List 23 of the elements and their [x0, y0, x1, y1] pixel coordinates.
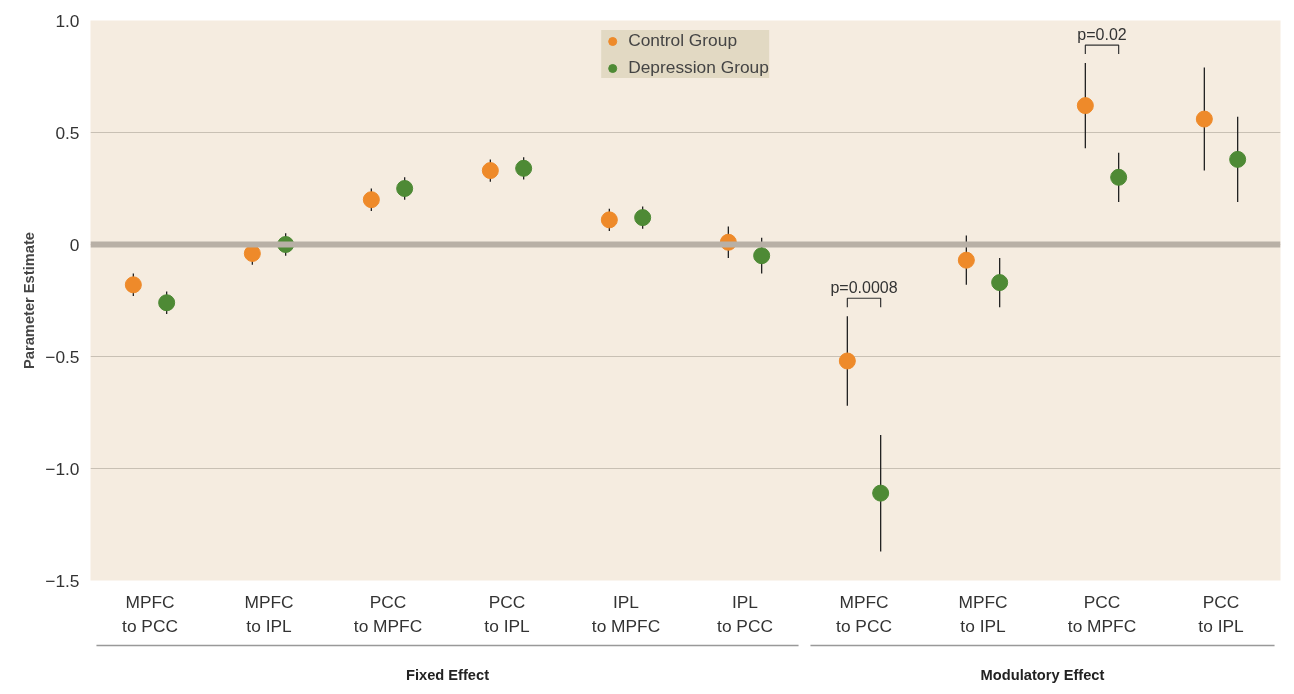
- y-tick-label: 1.0: [55, 10, 80, 31]
- x-tick-label: PCC to MPFC: [1067, 591, 1137, 636]
- x-tick-label: MPFC to PCC: [122, 591, 178, 636]
- text: Modulatory Effect: [980, 667, 1105, 683]
- annotation: p=0.0008: [830, 279, 898, 297]
- x-tick-label: IPL to PCC: [717, 591, 773, 636]
- x-tick-label: PCC to MPFC: [353, 591, 423, 636]
- x-tick-label: MPFC to IPL: [244, 591, 294, 636]
- text: Fixed Effect: [405, 667, 490, 683]
- y-tick-label: −1.5: [45, 570, 80, 591]
- annotation: p=0.02: [1077, 25, 1127, 43]
- legend-label: Depression Group: [628, 57, 769, 78]
- x-tick-label: MPFC to PCC: [836, 591, 892, 636]
- x-tick-label: MPFC to IPL: [958, 591, 1008, 636]
- y-axis-title: Parameter Estimate: [21, 232, 38, 369]
- y-tick-label: 0: [69, 234, 80, 255]
- legend-label: Control Group: [628, 30, 738, 51]
- x-tick-label: PCC to IPL: [484, 591, 530, 636]
- x-tick-label: PCC to IPL: [1198, 591, 1244, 636]
- x-tick-label: IPL to MPFC: [591, 591, 661, 636]
- y-tick-label: 0.5: [55, 122, 80, 143]
- y-tick-label: −0.5: [45, 346, 80, 367]
- y-tick-label: −1.0: [45, 458, 80, 479]
